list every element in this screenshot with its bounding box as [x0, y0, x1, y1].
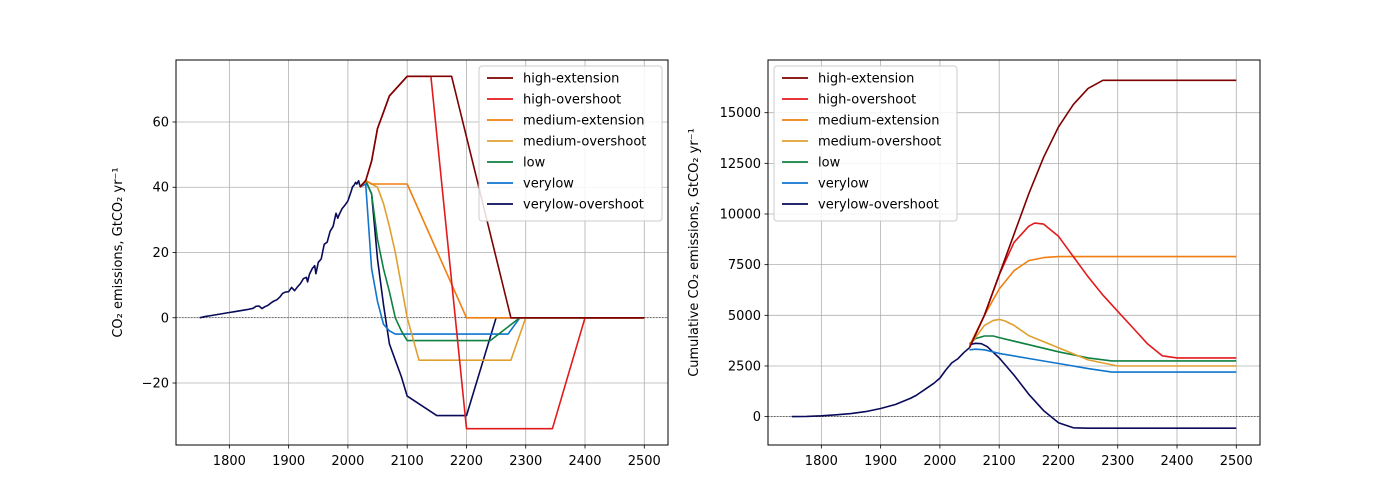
- series-lines: [791, 79, 1237, 430]
- legend-label: medium-overshoot: [523, 135, 646, 150]
- legend-label: low: [818, 156, 841, 171]
- x-tick-label: 2000: [331, 454, 364, 469]
- y-tick-label: 0: [753, 410, 761, 425]
- legend-label: verylow: [818, 177, 869, 192]
- legend-label: verylow-overshoot: [818, 198, 939, 213]
- series-line-high-overshoot: [968, 222, 1237, 359]
- legend: high-extension high-overshoot medium-exten…: [478, 65, 663, 222]
- series-line-historical: [791, 347, 971, 418]
- y-tick-label: 10000: [720, 208, 761, 223]
- y-tick-labels: 0 2500 5000 7500 10000 12500 15000: [720, 106, 768, 425]
- y-tick-label: 40: [152, 181, 169, 196]
- legend-box: [773, 65, 958, 222]
- legend-label: verylow: [523, 177, 574, 192]
- emissions-chart: 1800 1900 2000 2100 2200 2300 2400 2500 −20 0 20 4…: [111, 59, 669, 469]
- x-tick-label: 2500: [628, 454, 661, 469]
- series-lines: [199, 75, 645, 430]
- legend-label: high-overshoot: [818, 93, 916, 108]
- series-line-verylow: [969, 348, 1237, 373]
- series-line-high-extension: [359, 75, 645, 319]
- y-tick-label: 12500: [720, 157, 761, 172]
- x-tick-label: 1900: [864, 454, 897, 469]
- legend-label: high-extension: [818, 72, 914, 87]
- x-tick-label: 2400: [1160, 454, 1193, 469]
- series-line-verylow: [359, 183, 645, 335]
- y-tick-label: −20: [142, 377, 169, 392]
- legend-label: low: [523, 156, 546, 171]
- legend-box: [478, 65, 663, 222]
- y-tick-label: 5000: [728, 309, 761, 324]
- series-line-medium-extension: [968, 255, 1237, 347]
- x-tick-labels: 1800 1900 2000 2100 2200 2300 2400 2500: [805, 445, 1253, 469]
- y-tick-label: 20: [152, 246, 169, 261]
- x-tick-label: 1800: [213, 454, 246, 469]
- y-tick-labels: −20 0 20 40 60: [142, 115, 176, 392]
- x-tick-label: 1800: [805, 454, 838, 469]
- x-tick-label: 2500: [1220, 454, 1253, 469]
- legend-label: medium-extension: [818, 114, 940, 129]
- x-tick-label: 1900: [272, 454, 305, 469]
- plot-frame: [767, 59, 1261, 446]
- series-line-high-extension: [968, 79, 1237, 349]
- legend-label: high-extension: [523, 72, 619, 87]
- series-line-historical: [199, 179, 361, 319]
- x-tick-label: 2100: [391, 454, 424, 469]
- legend-label: high-overshoot: [523, 93, 621, 108]
- y-tick-label: 60: [152, 115, 169, 130]
- x-tick-label: 2100: [983, 454, 1016, 469]
- y-axis-label: CO₂ emissions, GtCO₂ yr⁻¹: [111, 167, 126, 337]
- x-tick-labels: 1800 1900 2000 2100 2200 2300 2400 2500: [213, 445, 661, 469]
- legend-label: medium-extension: [523, 114, 645, 129]
- legend-label: medium-overshoot: [818, 135, 941, 150]
- y-tick-label: 2500: [728, 359, 761, 374]
- y-tick-label: 0: [161, 311, 169, 326]
- cumulative-emissions-chart: 1800 1900 2000 2100 2200 2300 2400 2500 0 2500 50…: [687, 59, 1261, 469]
- y-tick-label: 15000: [720, 106, 761, 121]
- x-tick-label: 2000: [923, 454, 956, 469]
- x-tick-label: 2300: [509, 454, 542, 469]
- x-tick-label: 2400: [568, 454, 601, 469]
- series-line-low: [968, 335, 1237, 362]
- x-tick-label: 2200: [450, 454, 483, 469]
- y-axis-label: Cumulative CO₂ emissions, GtCO₂ yr⁻¹: [687, 128, 702, 377]
- series-line-medium-overshoot: [968, 318, 1237, 367]
- legend-label: verylow-overshoot: [523, 198, 644, 213]
- x-tick-label: 2300: [1101, 454, 1134, 469]
- series-line-low: [359, 179, 645, 342]
- x-tick-label: 2200: [1042, 454, 1075, 469]
- y-tick-label: 7500: [728, 258, 761, 273]
- legend: high-extension high-overshoot medium-exten…: [773, 65, 958, 222]
- series-line-verylow-overshoot: [969, 342, 1237, 430]
